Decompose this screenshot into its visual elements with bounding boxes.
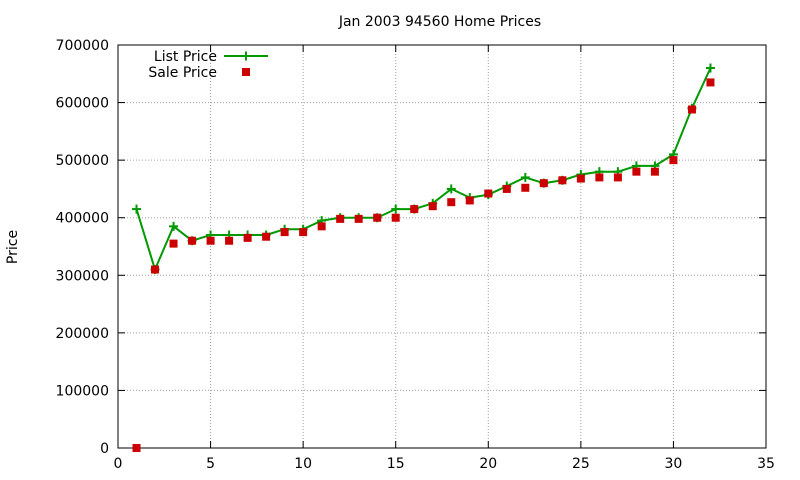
sale-price-point: [280, 228, 289, 237]
y-tick-label: 600000: [56, 96, 109, 112]
sale-price-point: [650, 167, 659, 176]
sale-price-point: [521, 183, 530, 192]
sale-price-point: [206, 236, 215, 245]
legend-label: List Price: [154, 49, 217, 65]
chart-title: Jan 2003 94560 Home Prices: [338, 14, 541, 30]
x-tick-label: 5: [206, 456, 215, 472]
y-tick-label: 400000: [56, 211, 109, 227]
sale-price-point: [132, 444, 141, 452]
legend-label: Sale Price: [148, 65, 217, 81]
sale-price-point: [169, 239, 178, 248]
y-tick-label: 0: [100, 441, 109, 457]
x-tick-label: 10: [294, 456, 312, 472]
sale-price-point: [428, 202, 437, 211]
x-tick-label: 25: [572, 456, 590, 472]
y-tick-label: 500000: [56, 153, 109, 169]
sale-price-point: [465, 196, 474, 205]
list-price-point: [446, 184, 456, 194]
grid: [118, 45, 766, 448]
sale-price-point: [262, 232, 271, 241]
y-tick-label: 200000: [56, 326, 109, 342]
legend-swatch-marker: [242, 68, 250, 76]
list-price-point: [169, 221, 179, 231]
sale-price-point: [336, 214, 345, 223]
sale-price-point: [576, 174, 585, 183]
y-tick-label: 700000: [56, 38, 109, 54]
sale-price-point: [484, 189, 493, 198]
series-layer: [132, 63, 715, 452]
sale-price-point: [632, 167, 641, 176]
sale-price-point: [317, 222, 326, 231]
y-tick-label: 100000: [56, 383, 109, 399]
sale-price-point: [669, 156, 678, 165]
sale-price-point: [243, 233, 252, 242]
sale-price-point: [373, 213, 382, 222]
sale-price-point: [188, 236, 197, 245]
x-tick-label: 15: [387, 456, 405, 472]
list-price-point: [391, 204, 401, 214]
sale-price-point: [558, 176, 567, 185]
x-tick-label: 0: [114, 456, 123, 472]
sale-price-point: [354, 214, 363, 223]
sale-price-point: [151, 265, 160, 274]
sale-price-point: [410, 205, 419, 214]
list-price-point: [132, 204, 142, 214]
sale-price-point: [391, 213, 400, 222]
sale-price-point: [687, 105, 696, 114]
sale-price-point: [595, 173, 604, 182]
sale-price-point: [447, 198, 456, 207]
x-tick-label: 20: [479, 456, 497, 472]
y-tick-label: 300000: [56, 268, 109, 284]
sale-price-point: [299, 228, 308, 237]
x-tick-label: 30: [665, 456, 683, 472]
x-tick-label: 35: [757, 456, 775, 472]
legend-swatch-marker: [241, 51, 251, 61]
y-axis-label: Price: [5, 230, 21, 264]
axis-ticks: 0 5 10 15 20 25 30 35 0 100000 200000 300000 400000 5…: [56, 38, 775, 472]
list-price-point: [520, 172, 530, 182]
sale-price-point: [613, 173, 622, 182]
list-price-line: [135, 67, 712, 271]
sale-price-point: [225, 236, 234, 245]
sale-price-point: [706, 78, 715, 87]
list-price-point: [705, 63, 715, 73]
sale-price-point: [502, 184, 511, 193]
plot-frame: [117, 44, 767, 449]
sale-price-point: [539, 179, 548, 188]
